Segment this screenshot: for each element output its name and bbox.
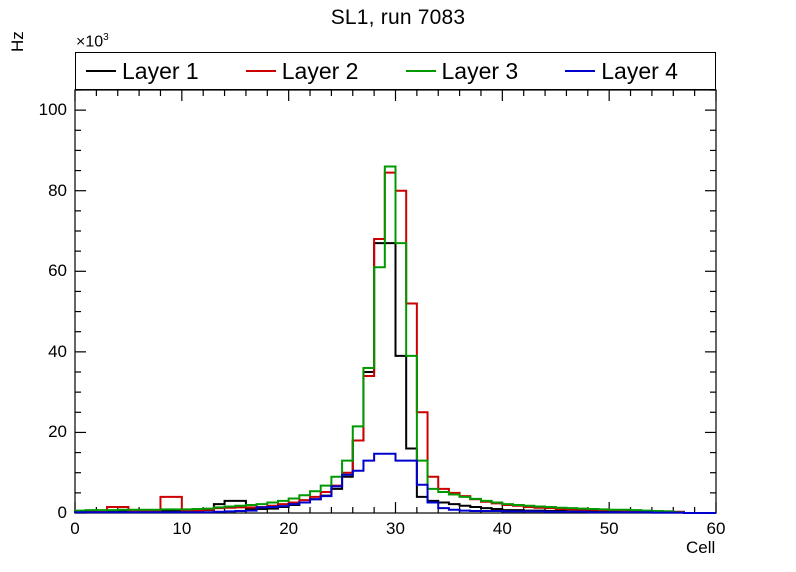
legend-entry-layer-3[interactable]: Layer 3 (396, 58, 556, 85)
x-tick-label: 0 (70, 519, 80, 538)
y-axis-scale-multiplier: ×103 (76, 32, 109, 51)
y-scale-exponent: 3 (103, 32, 109, 43)
series-line-layer-4 (74, 452, 716, 514)
y-tick-label: 20 (48, 422, 67, 442)
x-tick-label: 30 (386, 519, 405, 538)
legend-label-layer-1: Layer 1 (122, 57, 199, 84)
y-tick-label: 80 (48, 180, 67, 200)
legend-swatch-layer-2 (245, 70, 276, 72)
y-tick-label: 40 (48, 341, 67, 361)
legend-entry-layer-1[interactable]: Layer 1 (76, 58, 236, 85)
x-tick-label: 10 (172, 519, 192, 538)
legend-label-layer-3: Layer 3 (441, 57, 519, 84)
y-scale-base: ×10 (76, 33, 104, 51)
legend-entry-layer-2[interactable]: Layer 2 (236, 58, 396, 85)
chart-title: SL1, run 7083 (330, 6, 466, 29)
legend-swatch-layer-1 (86, 70, 116, 72)
x-axis-title: Cell (686, 538, 716, 557)
legend-label-layer-2: Layer 2 (281, 57, 359, 84)
x-tick-label: 60 (706, 519, 726, 538)
series-group (74, 165, 716, 514)
series-line-layer-3 (74, 165, 716, 514)
legend-label-layer-4: Layer 4 (601, 57, 678, 84)
x-tick-label: 20 (279, 519, 299, 538)
y-tick-label: 100 (38, 100, 67, 120)
y-tick-label: 60 (48, 261, 67, 281)
legend-entry-layer-4[interactable]: Layer 4 (555, 58, 715, 85)
legend-swatch-layer-3 (405, 70, 436, 72)
legend: Layer 1 Layer 2 Layer 3 Layer 4 (75, 52, 716, 90)
legend-swatch-layer-4 (565, 70, 596, 72)
x-tick-label: 40 (492, 519, 512, 538)
x-tick-label: 50 (599, 519, 619, 538)
y-tick-label: 0 (57, 503, 67, 522)
series-line-layer-1 (74, 242, 716, 514)
